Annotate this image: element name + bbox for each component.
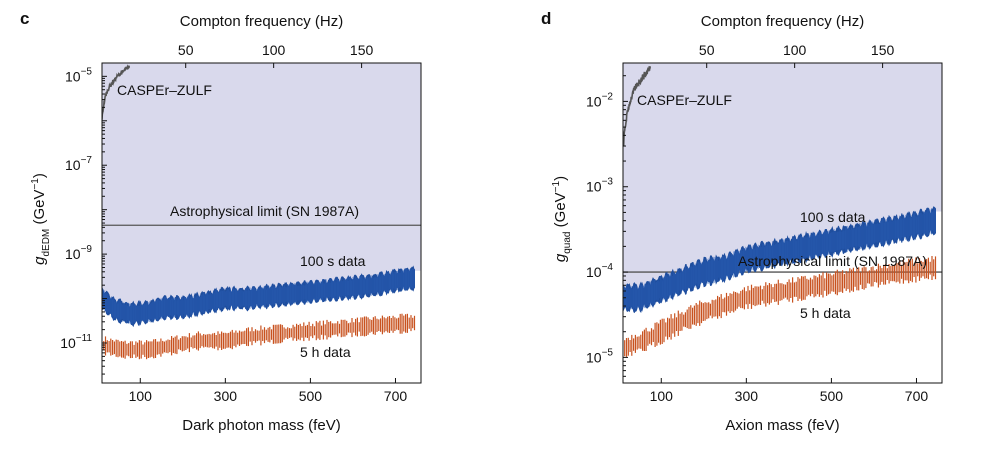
y-tick-base: 10: [65, 157, 81, 173]
y-tick-base: 10: [586, 93, 602, 109]
y-tick-label: 10−11: [60, 333, 92, 351]
x-tick-label: 700: [384, 388, 408, 404]
y-tick-base: 10: [65, 68, 81, 84]
top-tick-label: 50: [178, 42, 194, 58]
y-tick-exponent: −3: [602, 177, 614, 188]
y-tick-base: 10: [586, 349, 602, 365]
y-tick-label: 10−3: [586, 177, 613, 195]
x-tick-label: 100: [650, 388, 674, 404]
annotation-astrophysical-limit: Astrophysical limit (SN 1987A): [738, 253, 927, 269]
y-tick-exponent: −5: [81, 66, 93, 77]
y-tick-exponent: −4: [602, 262, 614, 273]
plot-frame: [622, 62, 943, 384]
x-tick-label: 300: [735, 388, 759, 404]
top-tick-label: 100: [262, 42, 286, 58]
y-tick-exponent: −7: [81, 155, 93, 166]
y-tick-label: 10−7: [65, 155, 92, 173]
y-tick-base: 10: [586, 264, 602, 280]
y-label-unit-exponent: −1: [30, 178, 41, 190]
top-tick-label: 50: [699, 42, 715, 58]
panel-label: c: [20, 9, 29, 28]
annotation-astrophysical-limit: Astrophysical limit (SN 1987A): [170, 203, 359, 219]
y-tick-label: 10−2: [586, 91, 613, 109]
annotation-100s-data: 100 s data: [300, 253, 366, 269]
x-tick-label: 500: [820, 388, 844, 404]
y-label-symbol: g: [31, 256, 48, 265]
x-tick-label: 300: [214, 388, 238, 404]
y-tick-base: 10: [586, 179, 602, 195]
y-axis-label: gquad (GeV−1): [551, 176, 573, 262]
y-label-subscript: dEDM: [41, 229, 52, 257]
x-axis-label: Axion mass (feV): [725, 417, 839, 434]
series-100s-data: [623, 206, 936, 314]
top-axis-label: Compton frequency (Hz): [180, 13, 343, 30]
y-tick-exponent: −5: [602, 347, 614, 358]
x-axis-label: Dark photon mass (feV): [182, 417, 340, 434]
y-tick-exponent: −9: [81, 244, 93, 255]
y-tick-label: 10−5: [65, 66, 92, 84]
series-5h-data: [624, 256, 937, 357]
excluded-region: [623, 63, 942, 289]
y-axis-label: gdEDM (GeV−1): [30, 173, 52, 265]
annotation-casper-zulf: CASPEr–ZULF: [117, 82, 212, 98]
annotation-5h-data: 5 h data: [300, 344, 351, 360]
top-axis-label: Compton frequency (Hz): [701, 13, 864, 30]
series-100s-data: [102, 265, 415, 328]
annotation-5h-data: 5 h data: [800, 305, 851, 321]
series-casper-zulf: [623, 66, 651, 147]
x-tick-label: 700: [905, 388, 929, 404]
panel-label: d: [541, 9, 551, 28]
y-label-unit-close: ): [552, 176, 569, 181]
x-tick-label: 500: [299, 388, 323, 404]
y-tick-exponent: −2: [602, 91, 614, 102]
y-label-unit-close: ): [31, 173, 48, 178]
top-tick-label: 100: [783, 42, 807, 58]
y-tick-label: 10−9: [65, 244, 92, 262]
top-tick-label: 150: [350, 42, 374, 58]
top-tick-label: 150: [871, 42, 895, 58]
y-label-subscript: quad: [562, 232, 573, 254]
series-casper-zulf: [102, 64, 130, 120]
series-5h-data: [103, 313, 416, 360]
y-label-unit-exponent: −1: [551, 180, 562, 192]
y-label-unit: (GeV: [552, 192, 569, 231]
x-tick-label: 100: [129, 388, 153, 404]
y-tick-base: 10: [65, 246, 81, 262]
annotation-casper-zulf: CASPEr–ZULF: [637, 92, 732, 108]
y-tick-label: 10−5: [586, 347, 613, 365]
y-tick-label: 10−4: [586, 262, 613, 280]
y-label-unit: (GeV: [31, 190, 48, 229]
y-label-symbol: g: [552, 253, 569, 262]
y-tick-exponent: −11: [76, 333, 93, 344]
y-tick-base: 10: [60, 335, 76, 351]
annotation-100s-data: 100 s data: [800, 209, 866, 225]
excluded-region: [102, 63, 421, 307]
